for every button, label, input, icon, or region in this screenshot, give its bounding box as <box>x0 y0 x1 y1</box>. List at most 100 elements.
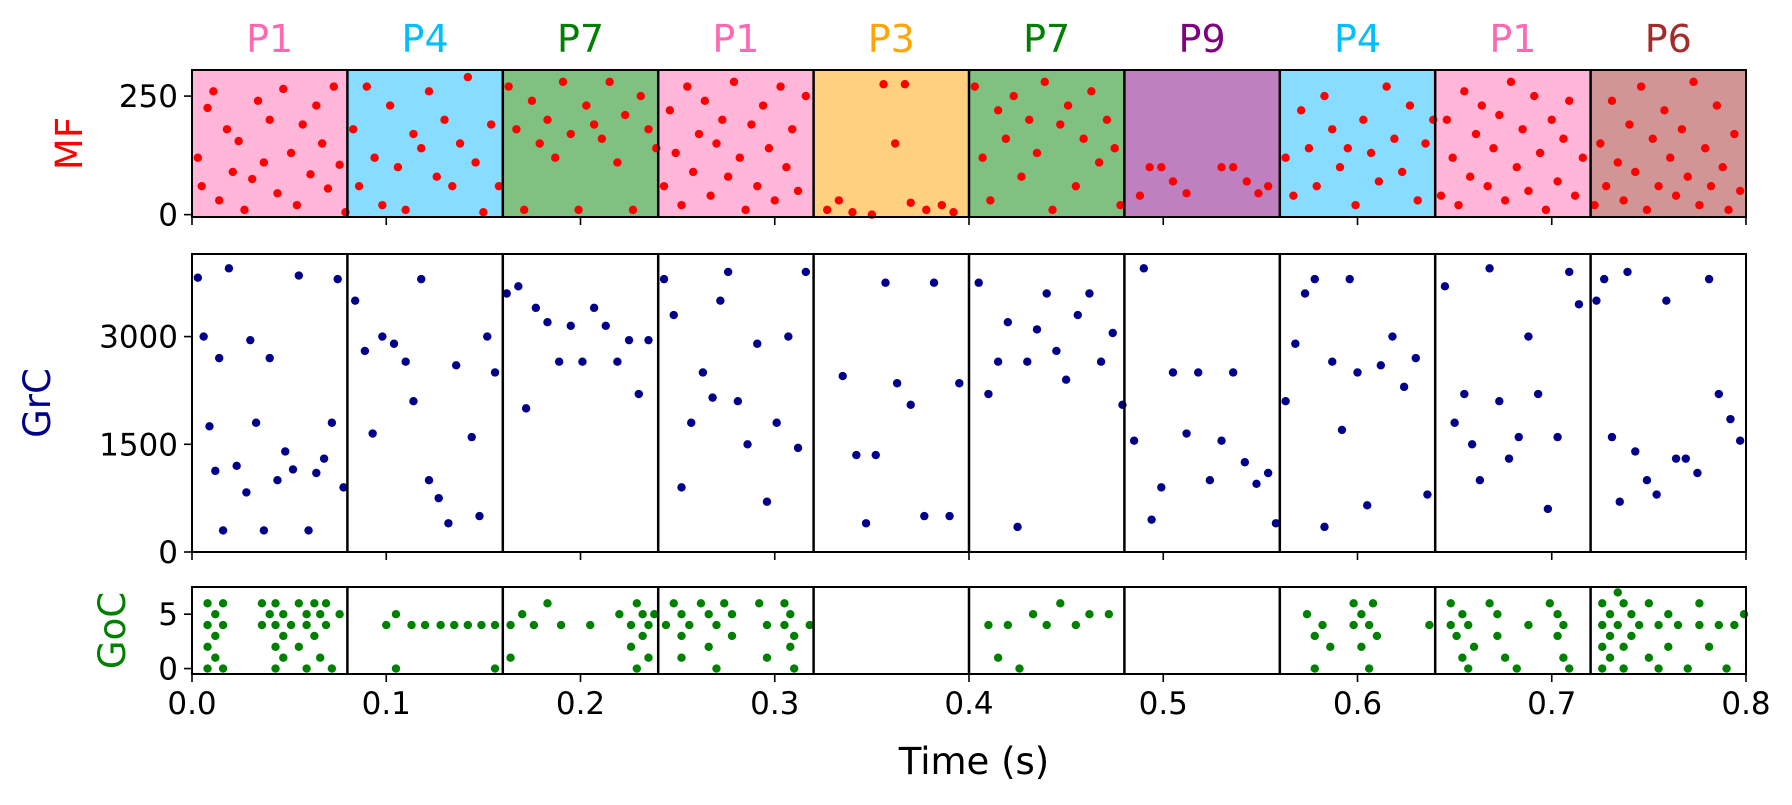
grc-spike-point <box>1460 389 1469 399</box>
grc-spike-point <box>716 296 725 305</box>
mf-spike-point <box>1056 120 1065 129</box>
mf-spike-point <box>700 96 710 106</box>
pattern-segment-bg <box>658 70 814 217</box>
grc-spike-point <box>1252 479 1261 488</box>
grc-spike-point <box>892 379 902 388</box>
grc-spike-point <box>601 321 610 331</box>
mf-spike-point <box>228 167 237 177</box>
goc-spike-point <box>1598 620 1607 630</box>
goc-spike-point <box>1683 664 1692 673</box>
grc-spike-point <box>733 397 743 406</box>
goc-spike-point <box>762 653 772 662</box>
goc-spike-point <box>1003 620 1013 630</box>
mf-spike-point <box>1506 77 1516 87</box>
grc-spike-point <box>214 353 224 363</box>
mf-spike-point <box>214 196 224 205</box>
goc-spike-point <box>490 620 500 630</box>
mf-spike-point <box>1328 125 1337 134</box>
y-axis-label: GoC <box>91 592 134 669</box>
goc-spike-point <box>294 599 304 608</box>
mf-spike-point <box>292 200 302 210</box>
goc-spike-point <box>780 620 789 630</box>
mf-spike-point <box>1009 91 1018 101</box>
pattern-label: P6 <box>1645 17 1692 61</box>
goc-spike-point <box>1446 620 1455 630</box>
goc-spike-point <box>615 609 624 619</box>
goc-spike-point <box>477 620 486 630</box>
grc-spike-point <box>281 447 290 456</box>
mf-spike-point <box>793 186 803 196</box>
goc-spike-point <box>1326 642 1335 652</box>
mf-spike-point <box>209 87 218 96</box>
goc-spike-point <box>316 653 325 662</box>
goc-spike-point <box>789 664 799 673</box>
mf-spike-point <box>1730 129 1739 139</box>
grc-spike-point <box>793 443 803 453</box>
mf-spike-point <box>1613 158 1622 167</box>
mf-spike-point <box>558 77 568 87</box>
mf-spike-point <box>1304 144 1314 153</box>
grc-spike-point <box>801 267 811 277</box>
pattern-label: P1 <box>246 17 293 61</box>
mf-spike-point <box>1559 134 1568 143</box>
grc-spike-point <box>1353 368 1362 377</box>
mf-spike-point <box>822 205 832 215</box>
mf-spike-point <box>1495 110 1504 120</box>
grc-spike-point <box>743 440 752 449</box>
grc-spike-point <box>246 335 255 345</box>
mf-spike-point <box>922 205 931 215</box>
mf-spike-point <box>354 181 364 191</box>
grc-spike-point <box>1320 522 1329 532</box>
grc-spike-point <box>945 511 954 521</box>
grc-spike-point <box>566 321 575 331</box>
grc-spike-point <box>319 454 329 463</box>
goc-spike-point <box>1619 599 1628 608</box>
grc-spike-point <box>1271 519 1281 528</box>
mf-spike-point <box>317 139 327 148</box>
mf-spike-point <box>393 163 403 172</box>
goc-spike-point <box>218 599 228 608</box>
mf-spike-point <box>1654 181 1663 191</box>
goc-spike-point <box>1605 609 1615 619</box>
goc-spike-point <box>632 664 642 673</box>
goc-spike-point <box>310 599 319 608</box>
mf-spike-point <box>551 153 560 162</box>
mf-spike-point <box>543 115 552 124</box>
mf-spike-point <box>1421 139 1430 148</box>
grc-spike-point <box>762 497 772 506</box>
mf-spike-point <box>1677 125 1687 134</box>
x-tick-label: 0.0 <box>167 686 216 722</box>
mf-spike-point <box>718 115 727 124</box>
grc-spike-point <box>1217 436 1226 445</box>
mf-spike-point <box>1168 177 1178 186</box>
goc-spike-point <box>302 620 311 630</box>
mf-spike-point <box>378 200 387 210</box>
goc-spike-point <box>279 609 288 619</box>
grc-spike-point <box>259 526 269 535</box>
goc-spike-point <box>685 620 694 630</box>
mf-spike-point <box>1460 87 1469 96</box>
goc-spike-point <box>1559 653 1568 662</box>
goc-spike-point <box>1318 620 1327 630</box>
goc-spike-point <box>1500 653 1510 662</box>
mf-spike-point <box>1666 153 1675 162</box>
mf-spike-point <box>1390 134 1399 143</box>
mf-spike-point <box>1535 148 1545 158</box>
goc-spike-point <box>316 609 325 619</box>
mf-spike-point <box>782 163 791 172</box>
grc-spike-point <box>1108 328 1117 338</box>
mf-spike-point <box>677 200 686 210</box>
grc-spike-point <box>1345 274 1354 284</box>
goc-spike-point <box>211 609 220 619</box>
grc-spike-point <box>698 368 708 377</box>
grc-spike-point <box>1652 490 1661 499</box>
grc-spike-point <box>475 511 484 521</box>
grc-spike-point <box>708 393 717 402</box>
mf-spike-point <box>417 144 426 153</box>
grc-spike-point <box>417 274 426 284</box>
mf-spike-point <box>1601 181 1611 191</box>
goc-spike-point <box>321 599 331 608</box>
grc-spike-point <box>1475 475 1485 485</box>
grc-spike-point <box>1376 361 1386 370</box>
goc-spike-point <box>704 609 713 619</box>
